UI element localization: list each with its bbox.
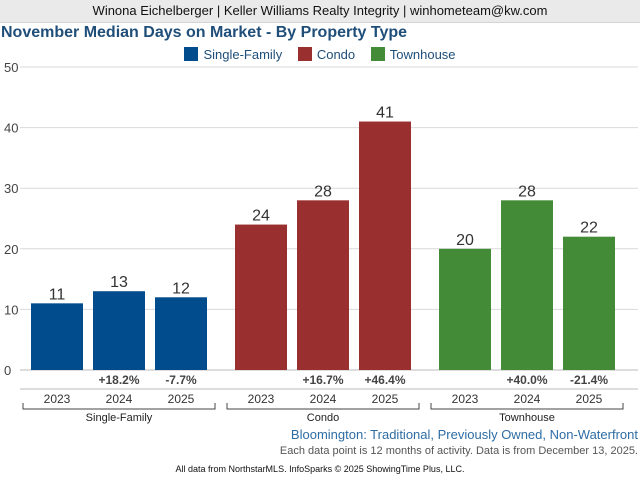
y-tick-label: 30 (4, 181, 18, 196)
bar-value-label: 28 (518, 183, 536, 200)
year-tick-label: 2024 (310, 392, 337, 406)
legend-label-single-family: Single-Family (203, 46, 283, 62)
bar (359, 121, 411, 370)
chart-subtitle: Bloomington: Traditional, Previously Own… (290, 427, 638, 442)
bar-value-label: 22 (580, 220, 598, 237)
year-tick-label: 2023 (452, 392, 479, 406)
year-tick-label: 2024 (514, 392, 541, 406)
legend-swatch-townhouse (370, 47, 385, 62)
legend-item-single-family[interactable]: Single-Family (184, 46, 282, 62)
bar-value-label: 12 (172, 280, 190, 297)
change-label: +46.4% (364, 373, 405, 387)
bar (563, 236, 615, 370)
change-label: +18.2% (98, 373, 139, 387)
legend-item-condo[interactable]: Condo (297, 46, 356, 62)
data-note: Each data point is 12 months of activity… (279, 445, 638, 457)
group-label: Condo (307, 412, 339, 424)
bar-value-label: 20 (456, 232, 474, 249)
year-tick-label: 2024 (106, 392, 133, 406)
change-label: -21.4% (570, 373, 608, 387)
group-label: Single-Family (86, 412, 153, 424)
legend-swatch-condo (297, 47, 312, 62)
bar (297, 200, 349, 370)
legend: Single-Family Condo Townhouse (0, 45, 640, 62)
change-label: -7.7% (165, 373, 197, 387)
year-tick-label: 2025 (576, 392, 603, 406)
group-bracket (430, 403, 624, 410)
bar (31, 303, 83, 370)
bar-value-label: 41 (376, 105, 394, 122)
group-bracket (226, 403, 420, 410)
y-tick-label: 0 (4, 363, 11, 378)
change-label: +16.7% (302, 373, 343, 387)
year-tick-label: 2025 (372, 392, 399, 406)
bar (155, 297, 207, 370)
bar-value-label: 24 (252, 208, 270, 225)
agent-header: Winona Eichelberger | Keller Williams Re… (0, 0, 640, 23)
change-label: +40.0% (506, 373, 547, 387)
year-tick-label: 2023 (248, 392, 275, 406)
year-tick-label: 2025 (168, 392, 195, 406)
bar (439, 248, 491, 370)
bar (235, 224, 287, 370)
legend-label-townhouse: Townhouse (389, 46, 456, 62)
legend-item-townhouse[interactable]: Townhouse (370, 46, 456, 62)
bar-value-label: 11 (49, 286, 66, 303)
group-label: Townhouse (499, 412, 555, 424)
bar-value-label: 13 (110, 274, 128, 291)
y-tick-label: 40 (4, 121, 18, 136)
legend-label-condo: Condo (316, 46, 356, 62)
bar-value-label: 28 (314, 183, 332, 200)
y-tick-label: 10 (4, 302, 18, 317)
y-tick-label: 50 (4, 60, 18, 75)
legend-swatch-single-family (184, 47, 199, 62)
bar (93, 291, 145, 370)
y-tick-label: 20 (4, 242, 18, 257)
bar (501, 200, 553, 370)
year-tick-label: 2023 (44, 392, 71, 406)
footer-credit: All data from NorthstarMLS. InfoSparks ©… (175, 464, 465, 474)
group-bracket (22, 403, 216, 410)
chart-title: November Median Days on Market - By Prop… (1, 24, 408, 41)
